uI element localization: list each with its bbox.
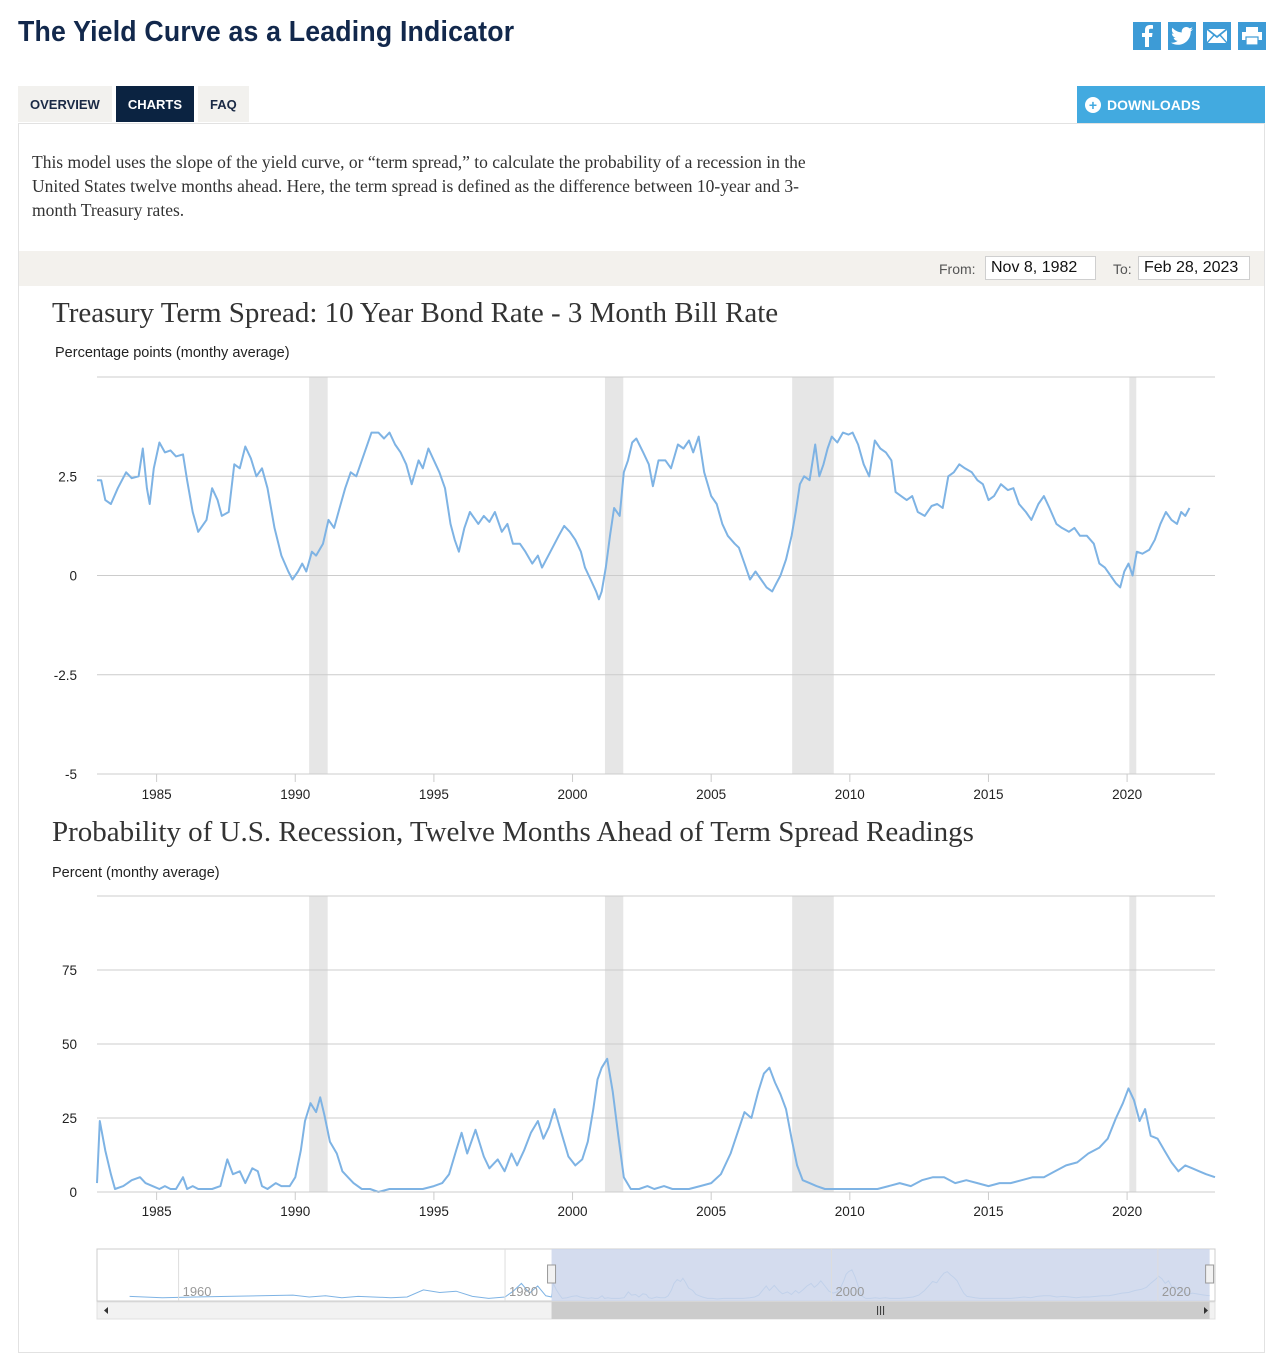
plus-circle-icon: + bbox=[1085, 96, 1101, 113]
tab-charts[interactable]: CHARTS bbox=[115, 86, 195, 122]
scroll-right-arrow-icon[interactable] bbox=[1204, 1307, 1208, 1314]
chart2-xtick-label: 1985 bbox=[142, 1204, 172, 1219]
range-navigator[interactable]: 1960 1980 2000 2020 bbox=[0, 1244, 1280, 1324]
chart2-ytick-label: 50 bbox=[62, 1037, 77, 1052]
chart1-xtick-label: 1990 bbox=[280, 787, 310, 802]
chart1-ylabel: Percentage points (monthy average) bbox=[55, 345, 290, 361]
to-date-input[interactable]: Feb 28, 2023 bbox=[1138, 256, 1250, 280]
chart1-title: Treasury Term Spread: 10 Year Bond Rate … bbox=[52, 297, 779, 329]
chart1-xtick-label: 2010 bbox=[835, 787, 865, 802]
from-label: From: bbox=[939, 261, 976, 277]
navigator-left-handle[interactable] bbox=[547, 1264, 557, 1284]
chart2-xtick-label: 2020 bbox=[1112, 1204, 1142, 1219]
downloads-label: DOWNLOADS bbox=[1107, 96, 1201, 113]
chart1-xtick-label: 2005 bbox=[696, 787, 726, 802]
navigator-xtick-label: 2000 bbox=[835, 1284, 864, 1299]
navigator-xtick-label: 1960 bbox=[183, 1284, 212, 1299]
chart1-series-line-0[interactable] bbox=[97, 431, 1191, 601]
navigator-xtick-label: 1980 bbox=[509, 1284, 538, 1299]
chart1-ytick-label: 2.5 bbox=[58, 469, 77, 484]
chart2-xtick-label: 2000 bbox=[558, 1204, 588, 1219]
chart2-xtick-label: 2010 bbox=[835, 1204, 865, 1219]
share-bar bbox=[1133, 22, 1266, 50]
chart2-ytick-label: 75 bbox=[62, 963, 77, 978]
chart2-xtick-label: 2005 bbox=[696, 1204, 726, 1219]
tab-bar: OVERVIEW CHARTS FAQ bbox=[18, 86, 249, 122]
chart1-xtick-label: 2000 bbox=[558, 787, 588, 802]
scroll-left-arrow-icon[interactable] bbox=[104, 1307, 108, 1314]
to-label: To: bbox=[1113, 261, 1132, 277]
downloads-button[interactable]: + DOWNLOADS bbox=[1077, 86, 1265, 123]
chart1-xtick-label: 2015 bbox=[973, 787, 1003, 802]
page-title: The Yield Curve as a Leading Indicator bbox=[18, 16, 515, 48]
chart2-ytick-label: 0 bbox=[69, 1185, 77, 1200]
date-range-bar: From: Nov 8, 1982 To: Feb 28, 2023 bbox=[19, 251, 1264, 286]
chart2-ytick-label: 25 bbox=[62, 1111, 77, 1126]
tab-overview[interactable]: OVERVIEW bbox=[18, 86, 112, 122]
email-icon[interactable] bbox=[1203, 22, 1231, 50]
navigator-right-handle[interactable] bbox=[1205, 1264, 1215, 1284]
facebook-icon[interactable] bbox=[1133, 22, 1161, 50]
twitter-icon[interactable] bbox=[1168, 22, 1196, 50]
chart2-series-line-0[interactable] bbox=[96, 1057, 1216, 1193]
chart2-ylabel: Percent (monthy average) bbox=[52, 865, 220, 881]
recession-probability-chart[interactable]: 0 25 50 75 1985 1990 1995 2000 2005 2010 2015 2020 bbox=[0, 880, 1280, 1225]
model-description: This model uses the slope of the yield c… bbox=[32, 152, 806, 220]
chart1-ytick-label: 0 bbox=[69, 569, 77, 584]
chart1-xtick-label: 2020 bbox=[1112, 787, 1142, 802]
print-icon[interactable] bbox=[1238, 22, 1266, 50]
navigator-selected-range[interactable] bbox=[551, 1249, 1210, 1301]
chart1-xtick-label: 1995 bbox=[419, 787, 449, 802]
chart2-title: Probability of U.S. Recession, Twelve Mo… bbox=[52, 816, 974, 848]
chart2-xtick-label: 1990 bbox=[280, 1204, 310, 1219]
tab-faq[interactable]: FAQ bbox=[198, 86, 249, 122]
chart1-xtick-label: 1985 bbox=[142, 787, 172, 802]
chart2-xtick-label: 2015 bbox=[973, 1204, 1003, 1219]
navigator-xtick-label: 2020 bbox=[1162, 1284, 1191, 1299]
chart2-xtick-label: 1995 bbox=[419, 1204, 449, 1219]
chart1-ytick-label: -5 bbox=[65, 767, 77, 782]
chart1-ytick-label: -2.5 bbox=[54, 668, 77, 683]
term-spread-chart[interactable]: -5 -2.5 0 2.5 1985 1990 1995 2000 2005 2010 2015 20… bbox=[0, 360, 1280, 805]
from-date-input[interactable]: Nov 8, 1982 bbox=[985, 256, 1096, 280]
